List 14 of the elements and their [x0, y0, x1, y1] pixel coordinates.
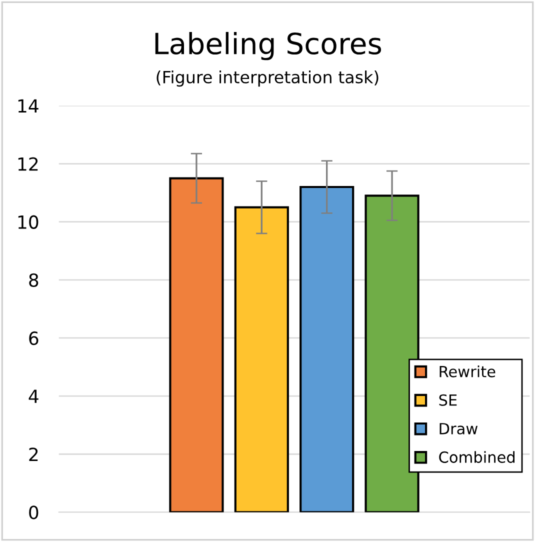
chart-title: Labeling Scores [155, 32, 382, 60]
y-tick-label: 12 [18, 157, 38, 171]
y-tick-label: 2 [29, 448, 38, 461]
y-tick-label: 8 [29, 273, 38, 288]
y-tick-label: 10 [18, 215, 38, 229]
chart-subtitle: (Figure interpretation task) [156, 70, 378, 87]
y-tick-label: 0 [29, 506, 38, 520]
legend-label: Combined [439, 451, 515, 463]
legend-label: SE [439, 394, 457, 406]
y-tick-label: 4 [28, 390, 38, 403]
legend-label: Rewrite [440, 366, 496, 378]
y-tick-label: 6 [29, 331, 38, 346]
y-tick-label: 14 [18, 99, 38, 113]
legend-label: Draw [440, 423, 478, 434]
